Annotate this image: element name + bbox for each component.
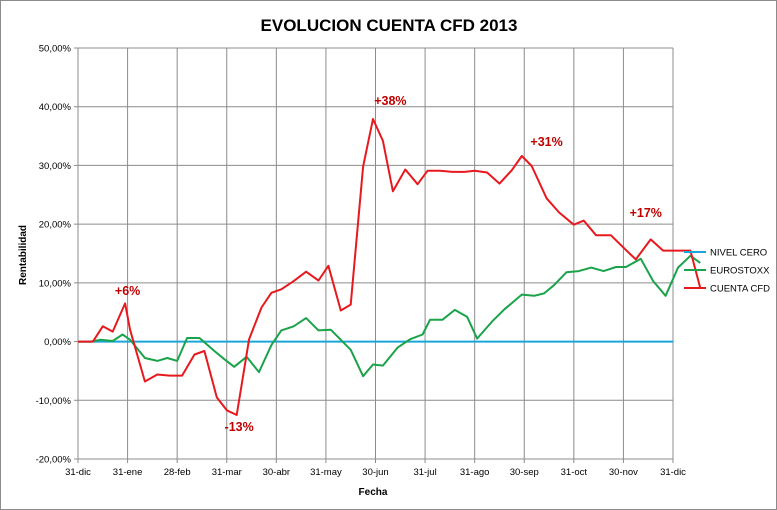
legend: NIVEL CERO EUROSTOXX CUENTA CFD xyxy=(684,248,770,295)
x-tick-label: 30-nov xyxy=(609,467,638,478)
data-annotation: -13% xyxy=(225,420,254,434)
data-annotation: +38% xyxy=(374,94,406,108)
x-tick-label: 30-abr xyxy=(263,467,290,478)
x-tick-label: 31-dic xyxy=(65,467,91,478)
x-axis-ticks: 31-dic 31-ene 28-feb 31-mar 30-abr 31-may 30-j… xyxy=(65,459,686,478)
y-tick-label: -10,00% xyxy=(36,396,72,407)
y-tick-label: 30,00% xyxy=(39,161,72,172)
series-line-cuenta-cfd xyxy=(78,118,702,416)
series-lines xyxy=(78,118,702,416)
y-tick-label: 40,00% xyxy=(39,102,72,113)
legend-entry: NIVEL CERO xyxy=(710,248,767,259)
data-annotation: +31% xyxy=(530,135,562,149)
legend-entry: EUROSTOXX xyxy=(710,266,770,277)
x-tick-label: 31-dic xyxy=(660,467,686,478)
data-annotation: +6% xyxy=(115,284,140,298)
chart-title: EVOLUCION CUENTA CFD 2013 xyxy=(261,16,518,35)
annotations: +6% -13% +38% +31% +17% xyxy=(115,94,662,434)
x-tick-label: 28-feb xyxy=(164,467,191,478)
x-tick-label: 31-ene xyxy=(113,467,143,478)
grid-lines xyxy=(77,47,674,460)
data-annotation: +17% xyxy=(630,206,662,220)
y-tick-label: 10,00% xyxy=(39,278,72,289)
x-tick-label: 30-jun xyxy=(362,467,388,478)
x-tick-label: 31-oct xyxy=(561,467,588,478)
x-axis-label: Fecha xyxy=(359,487,388,498)
y-axis-label: Rentabilidad xyxy=(18,225,29,285)
y-tick-label: -20,00% xyxy=(36,455,72,466)
y-tick-label: 50,00% xyxy=(39,44,72,55)
series-line-eurostoxx xyxy=(78,254,701,378)
x-tick-label: 31-ago xyxy=(460,467,490,478)
y-tick-label: 20,00% xyxy=(39,220,72,231)
y-tick-label: 0,00% xyxy=(44,337,71,348)
x-tick-label: 31-may xyxy=(310,467,342,478)
y-axis-ticks: -20,00% -10,00% 0,00% 10,00% 20,00% 30,00% 40,… xyxy=(36,44,78,466)
legend-entry: CUENTA CFD xyxy=(710,284,770,295)
x-tick-label: 30-sep xyxy=(510,467,539,478)
x-tick-label: 31-jul xyxy=(413,467,436,478)
x-tick-label: 31-mar xyxy=(212,467,242,478)
